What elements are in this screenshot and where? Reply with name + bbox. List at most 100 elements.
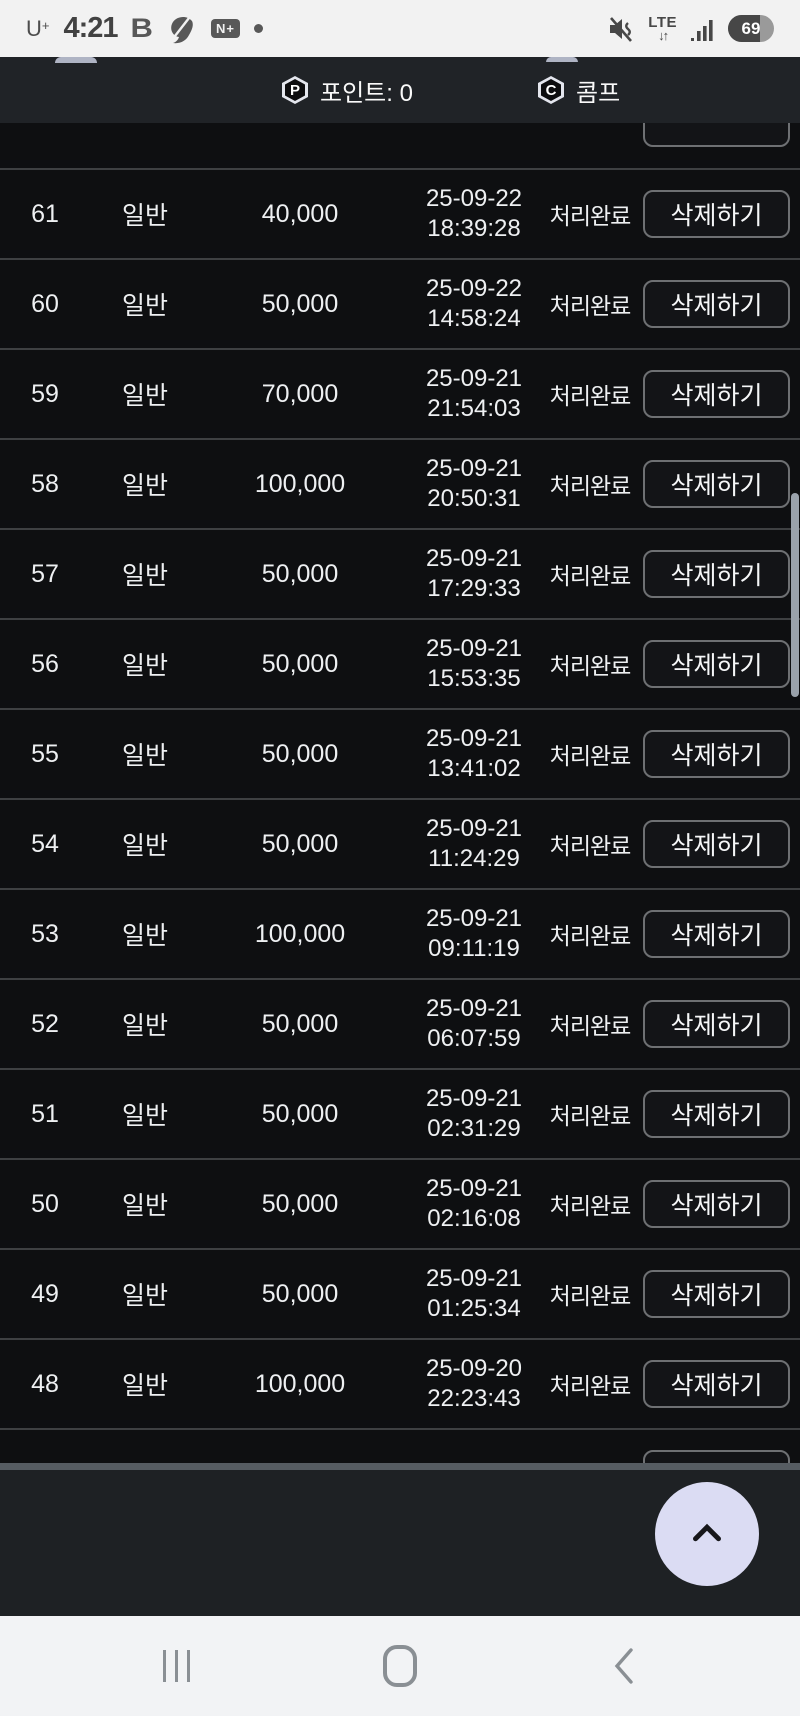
battery-percent: 69 <box>741 18 761 38</box>
bottom-gap <box>0 1470 800 1616</box>
row-action: 삭제하기 <box>632 730 790 778</box>
delete-button[interactable]: 삭제하기 <box>643 280 790 328</box>
chevron-up-icon <box>693 1523 721 1542</box>
delete-button[interactable]: 삭제하기 <box>643 820 790 868</box>
row-amount: 50,000 <box>261 1009 339 1038</box>
delete-button[interactable]: 삭제하기 <box>643 640 790 688</box>
row-type: 일반 <box>121 382 168 410</box>
table-row: 59 일반 70,000 25-09-21 21:54:03 처리완료 삭제하기 <box>0 348 800 438</box>
row-amount: 50,000 <box>261 1189 339 1218</box>
delete-button[interactable]: 삭제하기 <box>643 1000 790 1048</box>
row-type: 일반 <box>121 292 168 320</box>
scroll-to-top-button[interactable] <box>655 1482 759 1586</box>
points-label: 포인트: 0 <box>320 79 413 107</box>
points-hex-icon: P <box>282 76 308 104</box>
chat-bubble-icon <box>171 16 193 43</box>
row-date: 25-09-21 <box>425 635 523 662</box>
recent-apps-icon <box>162 1650 190 1682</box>
row-action: 삭제하기 <box>632 550 790 598</box>
row-number: 52 <box>31 1009 59 1038</box>
row-type: 일반 <box>121 832 168 860</box>
row-datetime: 25-09-20 <box>400 1459 548 1463</box>
row-type: 일반 <box>121 1012 168 1040</box>
row-status: 처리완료 <box>549 1013 632 1039</box>
row-number: 48 <box>31 1369 59 1398</box>
comp-label: 콤프 <box>576 79 621 107</box>
row-amount: 50,000 <box>261 1279 339 1308</box>
row-type: 일반 <box>121 562 168 590</box>
status-time: 4:21 <box>63 12 118 44</box>
points-menu-item[interactable]: P 포인트: 0 <box>282 57 413 123</box>
delete-button[interactable]: 삭제하기 <box>643 370 790 418</box>
delete-button[interactable]: 삭제하기 <box>643 460 790 508</box>
b-app-icon: B <box>130 13 153 43</box>
row-date: 25-09-20 <box>400 1459 548 1463</box>
scrolled-content-arc <box>55 57 97 63</box>
row-date: 25-09-22 <box>425 185 523 212</box>
table-row: 48 일반 100,000 25-09-20 22:23:43 처리완료 삭제하… <box>0 1338 800 1428</box>
back-chevron-icon <box>614 1648 633 1684</box>
delete-button[interactable]: 삭제하기 <box>643 1450 790 1463</box>
battery-indicator: 69 <box>728 15 774 42</box>
row-date: 25-09-21 <box>425 725 523 752</box>
row-type: 일반 <box>121 1102 168 1130</box>
table-row: 57 일반 50,000 25-09-21 17:29:33 처리완료 삭제하기 <box>0 528 800 618</box>
row-status: 처리완료 <box>549 1193 632 1219</box>
row-date: 25-09-21 <box>425 905 523 932</box>
delete-button[interactable]: 삭제하기 <box>643 550 790 598</box>
row-status: 처리완료 <box>549 743 632 769</box>
row-datetime: 25-09-21 21:54:03 <box>400 364 548 424</box>
row-datetime: 25-09-22 18:39:28 <box>400 184 548 244</box>
row-datetime: 25-09-21 13:41:02 <box>400 724 548 784</box>
table-row: 60 일반 50,000 25-09-22 14:58:24 처리완료 삭제하기 <box>0 258 800 348</box>
row-date: 25-09-21 <box>425 365 523 392</box>
delete-button[interactable]: 삭제하기 <box>643 1090 790 1138</box>
row-status: 처리완료 <box>549 203 632 229</box>
row-amount: 50,000 <box>261 649 339 678</box>
notification-dot-icon <box>254 24 264 33</box>
delete-button[interactable]: 삭제하기 <box>643 1360 790 1408</box>
row-datetime: 25-09-20 22:23:43 <box>400 1354 548 1414</box>
row-time: 13:41:02 <box>427 755 521 782</box>
delete-button[interactable]: 삭제하기 <box>643 730 790 778</box>
scrollbar-thumb[interactable] <box>791 493 799 697</box>
delete-button-partial[interactable] <box>643 123 790 147</box>
home-icon <box>383 1645 417 1687</box>
row-amount: 100,000 <box>254 1369 346 1398</box>
row-action: 삭제하기 <box>632 1450 790 1463</box>
lte-indicator: LTE ↓↑ <box>648 14 677 43</box>
home-button[interactable] <box>340 1616 460 1716</box>
row-action: 삭제하기 <box>632 1180 790 1228</box>
row-action: 삭제하기 <box>632 910 790 958</box>
row-action: 삭제하기 <box>632 1360 790 1408</box>
row-action: 삭제하기 <box>632 1000 790 1048</box>
table-row: 56 일반 50,000 25-09-21 15:53:35 처리완료 삭제하기 <box>0 618 800 708</box>
row-status: 처리완료 <box>549 383 632 409</box>
row-action: 삭제하기 <box>632 190 790 238</box>
row-type: 일반 <box>121 1372 168 1400</box>
row-action: 삭제하기 <box>632 460 790 508</box>
status-bar-left: U+ 4:21 B N+ <box>26 0 264 57</box>
table-row: 50 일반 50,000 25-09-21 02:16:08 처리완료 삭제하기 <box>0 1158 800 1248</box>
row-type: 일반 <box>121 1282 168 1310</box>
back-button[interactable] <box>564 1616 684 1716</box>
comp-menu-item[interactable]: C 콤프 <box>538 57 620 123</box>
row-time: 06:07:59 <box>427 1025 521 1052</box>
delete-button[interactable]: 삭제하기 <box>643 910 790 958</box>
row-number: 54 <box>31 829 59 858</box>
delete-button[interactable]: 삭제하기 <box>643 1180 790 1228</box>
table-row: 58 일반 100,000 25-09-21 20:50:31 처리완료 삭제하… <box>0 438 800 528</box>
row-time: 18:39:28 <box>427 215 521 242</box>
table-row: 52 일반 50,000 25-09-21 06:07:59 처리완료 삭제하기 <box>0 978 800 1068</box>
row-number: 49 <box>31 1279 59 1308</box>
mute-vibrate-icon <box>610 16 633 42</box>
signal-bars-icon <box>691 19 713 41</box>
row-number: 60 <box>31 289 59 318</box>
row-datetime: 25-09-22 14:58:24 <box>400 274 548 334</box>
recent-apps-button[interactable] <box>116 1616 236 1716</box>
row-status: 처리완료 <box>549 563 632 589</box>
row-date: 25-09-21 <box>425 545 523 572</box>
delete-button[interactable]: 삭제하기 <box>643 1270 790 1318</box>
delete-button[interactable]: 삭제하기 <box>643 190 790 238</box>
